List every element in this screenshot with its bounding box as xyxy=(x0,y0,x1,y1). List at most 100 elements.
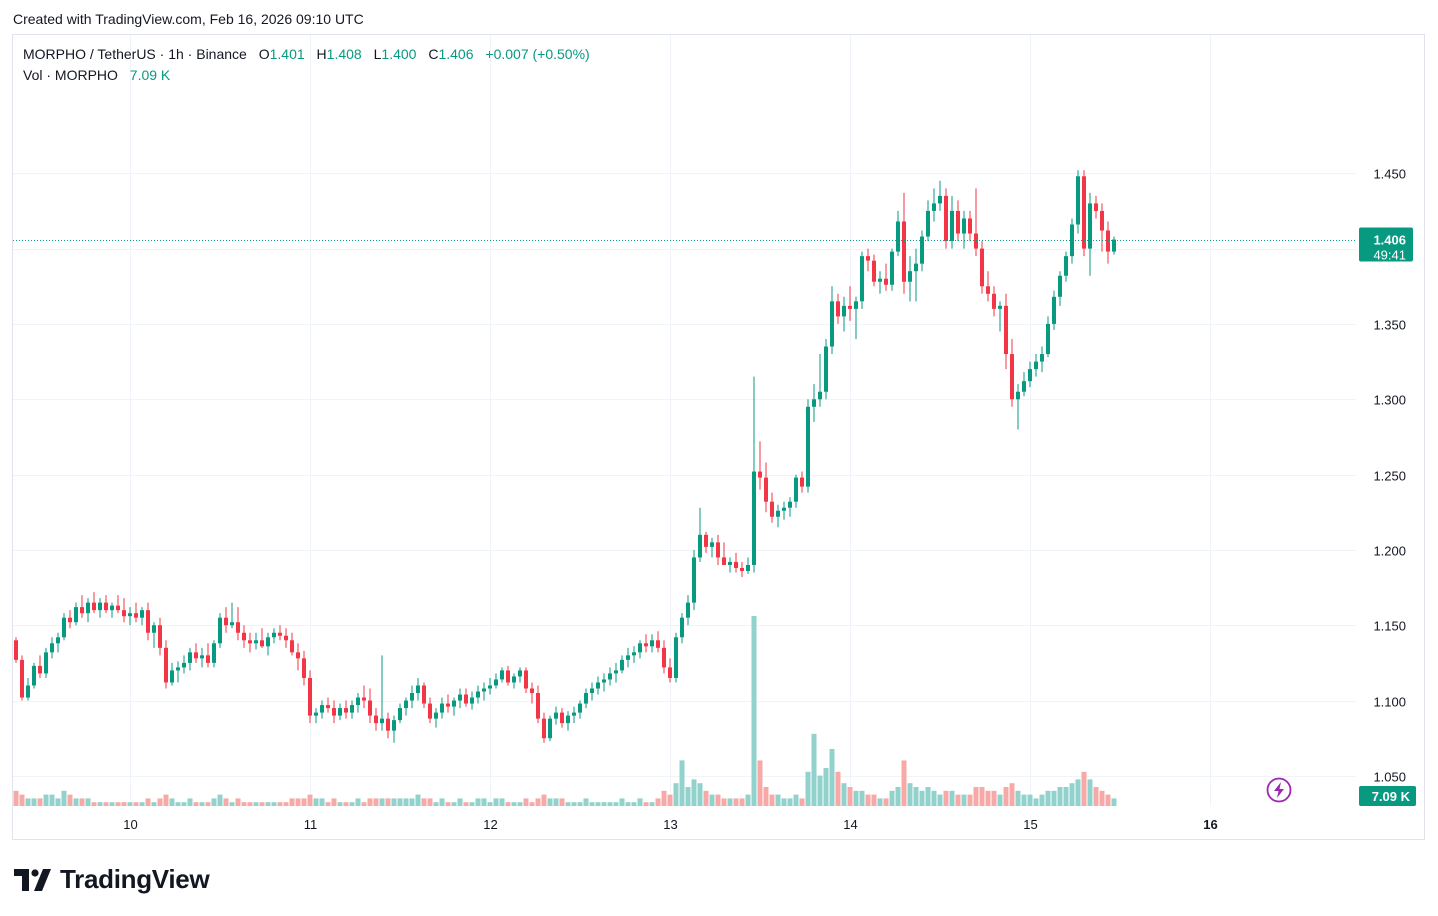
candle[interactable] xyxy=(920,230,924,272)
candle[interactable] xyxy=(1064,251,1068,282)
candle[interactable] xyxy=(686,595,690,626)
candle[interactable] xyxy=(44,647,48,678)
candle[interactable] xyxy=(350,700,354,719)
candle[interactable] xyxy=(80,595,84,618)
candle[interactable] xyxy=(62,613,66,641)
candle[interactable] xyxy=(878,271,882,294)
candle[interactable] xyxy=(602,673,606,692)
candle[interactable] xyxy=(1058,271,1062,306)
candle[interactable] xyxy=(128,607,132,626)
candle[interactable] xyxy=(788,497,792,517)
candle[interactable] xyxy=(68,610,72,629)
candle[interactable] xyxy=(800,471,804,493)
candle[interactable] xyxy=(296,643,300,671)
candle[interactable] xyxy=(776,504,780,528)
candle[interactable] xyxy=(596,676,600,695)
candle[interactable] xyxy=(668,658,672,683)
candle[interactable] xyxy=(14,637,18,663)
candle[interactable] xyxy=(830,286,834,355)
candle[interactable] xyxy=(1016,384,1020,430)
candle[interactable] xyxy=(266,632,270,656)
candle[interactable] xyxy=(824,338,828,400)
candle[interactable] xyxy=(254,632,258,650)
candle[interactable] xyxy=(638,640,642,659)
candle[interactable] xyxy=(926,200,930,242)
candle[interactable] xyxy=(752,376,756,573)
candle[interactable] xyxy=(194,643,198,663)
candle[interactable] xyxy=(362,685,366,709)
candle[interactable] xyxy=(692,549,696,611)
candle[interactable] xyxy=(206,643,210,668)
candle[interactable] xyxy=(182,655,186,674)
candle[interactable] xyxy=(38,655,42,678)
candle[interactable] xyxy=(674,632,678,683)
candle[interactable] xyxy=(422,682,426,709)
candle[interactable] xyxy=(32,662,36,689)
candle[interactable] xyxy=(818,354,822,407)
candle[interactable] xyxy=(938,180,942,211)
candle[interactable] xyxy=(140,607,144,626)
candle[interactable] xyxy=(230,602,234,629)
candle[interactable] xyxy=(272,628,276,644)
candle[interactable] xyxy=(620,655,624,674)
candle[interactable] xyxy=(650,634,654,653)
candle[interactable] xyxy=(1112,236,1116,255)
candle[interactable] xyxy=(146,602,150,641)
candle[interactable] xyxy=(560,708,564,728)
candle[interactable] xyxy=(1004,293,1008,370)
candle[interactable] xyxy=(494,673,498,689)
candle[interactable] xyxy=(236,607,240,641)
candle[interactable] xyxy=(386,712,390,739)
candle[interactable] xyxy=(1010,338,1014,407)
candle[interactable] xyxy=(20,655,24,701)
candle[interactable] xyxy=(452,697,456,716)
candle[interactable] xyxy=(374,708,378,731)
candle[interactable] xyxy=(50,637,54,659)
candle[interactable] xyxy=(482,682,486,701)
candle[interactable] xyxy=(614,662,618,683)
candle[interactable] xyxy=(524,667,528,694)
candle[interactable] xyxy=(26,677,30,701)
candle[interactable] xyxy=(632,646,636,663)
candle[interactable] xyxy=(122,598,126,623)
candle[interactable] xyxy=(200,647,204,668)
candle[interactable] xyxy=(104,595,108,614)
legend-volume-label[interactable]: Vol · MORPHO xyxy=(23,67,118,83)
candle[interactable] xyxy=(860,251,864,309)
candle[interactable] xyxy=(506,665,510,686)
candle[interactable] xyxy=(578,700,582,719)
candle[interactable] xyxy=(1022,372,1026,397)
candle[interactable] xyxy=(344,700,348,719)
candle[interactable] xyxy=(320,700,324,719)
candle[interactable] xyxy=(380,655,384,731)
candle[interactable] xyxy=(1100,203,1104,252)
candle[interactable] xyxy=(584,688,588,709)
candle[interactable] xyxy=(110,602,114,618)
candle[interactable] xyxy=(86,598,90,623)
candle[interactable] xyxy=(1046,316,1050,358)
candle[interactable] xyxy=(644,634,648,653)
candle[interactable] xyxy=(866,248,870,272)
candle[interactable] xyxy=(770,492,774,523)
candle[interactable] xyxy=(176,661,180,683)
candle[interactable] xyxy=(968,210,972,242)
candle[interactable] xyxy=(626,647,630,668)
candle[interactable] xyxy=(734,552,738,573)
candle[interactable] xyxy=(326,697,330,713)
candle[interactable] xyxy=(248,632,252,653)
candle[interactable] xyxy=(284,628,288,648)
candle[interactable] xyxy=(368,688,372,724)
candle[interactable] xyxy=(842,296,846,332)
candle[interactable] xyxy=(512,673,516,689)
candle[interactable] xyxy=(722,542,726,565)
candle[interactable] xyxy=(188,647,192,671)
candle[interactable] xyxy=(902,192,906,294)
candle[interactable] xyxy=(716,534,720,565)
legend-symbol[interactable]: MORPHO / TetherUS · 1h · Binance xyxy=(23,46,247,62)
candle[interactable] xyxy=(950,195,954,249)
candle[interactable] xyxy=(956,200,960,242)
candle[interactable] xyxy=(464,688,468,707)
candle[interactable] xyxy=(446,694,450,713)
candle[interactable] xyxy=(986,271,990,302)
candle[interactable] xyxy=(1082,170,1086,257)
